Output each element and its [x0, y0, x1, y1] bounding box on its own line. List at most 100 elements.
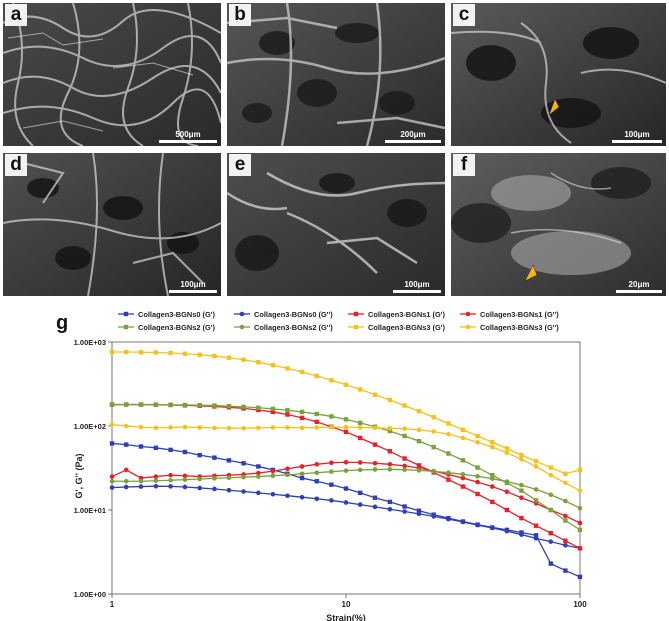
data-point — [153, 474, 159, 479]
data-point — [490, 525, 495, 531]
legend-marker — [123, 324, 129, 330]
data-point — [138, 424, 144, 430]
data-point — [548, 539, 554, 544]
data-point — [387, 499, 393, 505]
data-point — [358, 435, 363, 441]
data-point — [475, 522, 480, 528]
data-point — [299, 475, 305, 481]
data-point — [519, 532, 524, 537]
data-point — [314, 373, 319, 379]
data-point — [475, 491, 480, 497]
scale-bar-label-b: 200μm — [400, 130, 426, 139]
data-point — [372, 442, 378, 447]
data-point — [490, 476, 495, 481]
data-point — [285, 425, 290, 430]
data-point — [109, 441, 115, 446]
data-point — [460, 472, 466, 477]
data-point — [357, 425, 363, 430]
y-tick-label: 1.00E+03 — [74, 338, 106, 347]
data-point — [241, 461, 246, 466]
data-point — [256, 425, 261, 431]
chart-legend: Collagen3-BGNs0 (G') Collagen3-BGNs0 (G''… — [118, 310, 559, 332]
legend-label: Collagen3-BGNs1 (G') — [368, 310, 445, 319]
sem-image-f — [451, 153, 666, 296]
x-tick-label: 1 — [110, 600, 115, 609]
scale-bar-e: 100μm — [393, 280, 441, 293]
x-tick-label: 10 — [342, 600, 351, 609]
panel-label-c: c — [453, 4, 475, 26]
data-point — [314, 425, 320, 430]
x-axis-label: Strain(%) — [326, 613, 366, 621]
legend-label: Collagen3-BGNs1 (G'') — [480, 310, 559, 319]
data-point — [168, 472, 173, 478]
legend-item: Collagen3-BGNs0 (G'') — [234, 310, 333, 319]
data-point — [153, 445, 159, 451]
legend-item: Collagen3-BGNs1 (G'') — [460, 310, 559, 319]
data-point — [358, 490, 363, 496]
data-point — [197, 485, 202, 491]
data-point — [460, 484, 466, 489]
data-point — [153, 478, 159, 484]
data-point — [256, 405, 261, 410]
data-point — [402, 426, 407, 431]
legend-label: Collagen3-BGNs0 (G') — [138, 310, 215, 319]
data-point — [387, 467, 393, 472]
data-point — [138, 475, 144, 481]
data-point — [387, 449, 393, 454]
data-point — [270, 425, 276, 430]
data-point — [270, 468, 276, 474]
data-point — [533, 464, 539, 469]
data-point — [431, 444, 436, 450]
data-point — [460, 458, 466, 463]
data-point — [212, 425, 217, 431]
scale-bar-label-d: 100μm — [180, 280, 206, 289]
rheology-chart: Collagen3-BGNs0 (G') Collagen3-BGNs0 (G''… — [74, 310, 588, 621]
scale-bar-label-e: 100μm — [404, 280, 430, 289]
data-point — [226, 458, 232, 463]
data-point — [168, 402, 173, 407]
data-point — [563, 480, 568, 486]
legend-item: Collagen3-BGNs1 (G') — [348, 310, 445, 319]
data-point — [548, 530, 553, 536]
sem-image-d — [3, 153, 221, 296]
data-point — [548, 492, 554, 498]
data-point — [372, 495, 378, 500]
data-point — [329, 498, 334, 503]
arrowhead-marker-c — [548, 98, 560, 116]
data-point — [490, 484, 495, 489]
data-point — [475, 439, 480, 445]
data-point — [256, 490, 261, 496]
data-point — [431, 469, 436, 474]
panel-label-f: f — [453, 154, 475, 176]
data-point — [416, 511, 422, 517]
data-point — [123, 467, 129, 473]
data-point — [387, 397, 393, 403]
data-point — [548, 472, 554, 478]
data-point — [226, 404, 232, 409]
panel-label-g: g — [56, 312, 69, 334]
data-point — [270, 491, 276, 497]
scale-bar-c: 100μm — [612, 130, 662, 143]
data-point — [343, 382, 349, 387]
panel-label-e: e — [229, 154, 251, 176]
data-point — [387, 506, 393, 512]
sem-panel-c: c 100μm — [451, 3, 666, 146]
data-point — [446, 477, 451, 482]
scale-bar-label-c: 100μm — [624, 130, 650, 139]
data-point — [446, 516, 451, 522]
data-point — [197, 402, 202, 408]
data-point — [285, 412, 290, 417]
data-point — [504, 450, 510, 456]
data-point — [124, 402, 129, 407]
data-point — [285, 493, 290, 498]
sem-image-a — [3, 3, 221, 146]
data-point — [460, 435, 466, 441]
data-point — [153, 483, 159, 489]
data-point — [563, 542, 568, 548]
data-point — [416, 409, 422, 414]
data-point — [226, 475, 232, 481]
plot-area — [111, 341, 581, 595]
data-point — [563, 471, 568, 476]
legend-marker — [239, 311, 245, 317]
data-point — [402, 456, 407, 461]
